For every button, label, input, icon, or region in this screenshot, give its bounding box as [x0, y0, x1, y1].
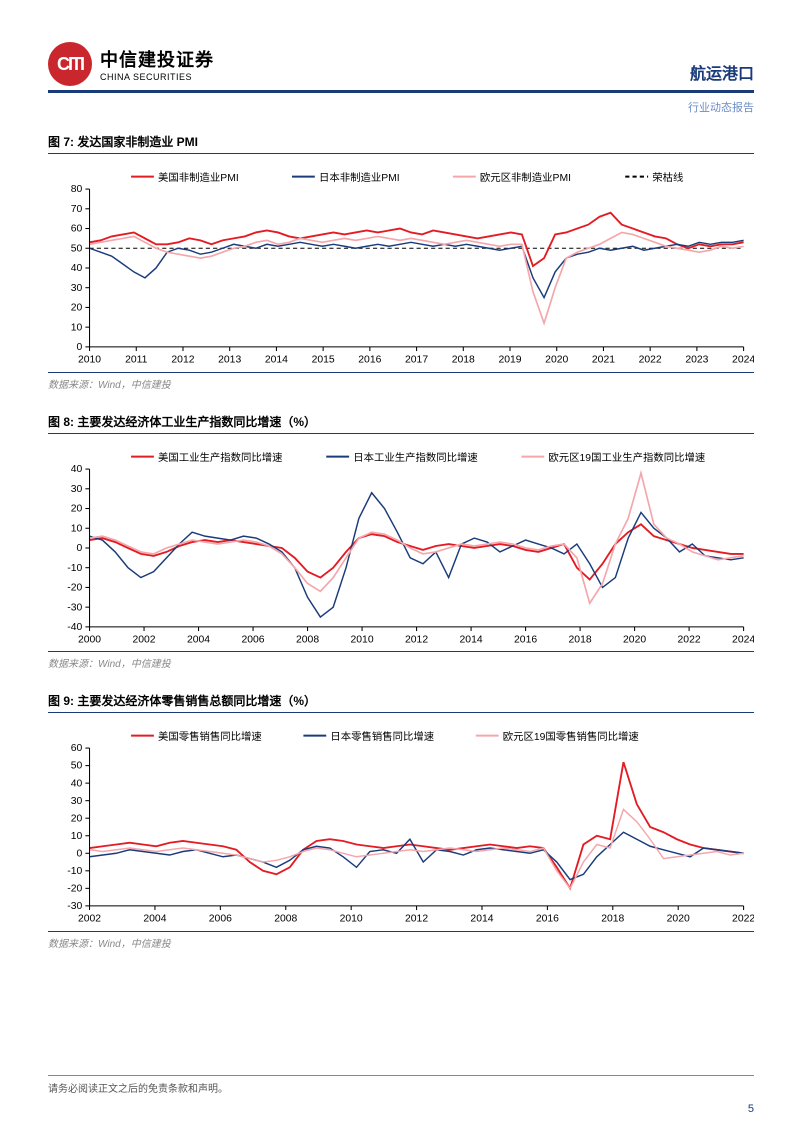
svg-text:2020: 2020 — [545, 354, 568, 365]
chart9-svg: -30 -20 -10 0 10 20 30 40 50 60 2002 2004 2006 2008 20… — [48, 719, 754, 927]
chart8-block: 图 8: 主要发达经济体工业生产指数同比增速（%） -40 -30 -20 -10 0 10… — [48, 413, 754, 671]
svg-text:2024: 2024 — [732, 634, 754, 645]
svg-text:2018: 2018 — [569, 634, 592, 645]
svg-text:30: 30 — [71, 484, 83, 495]
svg-text:-30: -30 — [67, 901, 82, 912]
svg-text:20: 20 — [71, 503, 83, 514]
svg-text:日本零售销售同比增速: 日本零售销售同比增速 — [330, 730, 434, 743]
chart9-title: 图 9: 主要发达经济体零售销售总额同比增速（%） — [48, 692, 754, 713]
svg-text:2013: 2013 — [218, 354, 241, 365]
svg-text:0: 0 — [76, 342, 82, 353]
svg-text:2002: 2002 — [78, 914, 101, 925]
svg-text:2012: 2012 — [171, 354, 194, 365]
svg-text:50: 50 — [71, 761, 83, 772]
svg-text:欧元区19国零售销售同比增速: 欧元区19国零售销售同比增速 — [503, 730, 639, 743]
svg-text:-10: -10 — [67, 866, 82, 877]
svg-text:2011: 2011 — [125, 354, 148, 365]
svg-text:2022: 2022 — [639, 354, 662, 365]
company-name-en: CHINA SECURITIES — [100, 72, 214, 82]
svg-text:0: 0 — [76, 543, 82, 554]
svg-text:60: 60 — [71, 224, 83, 235]
sector-label: 航运港口 — [690, 60, 754, 84]
svg-text:2020: 2020 — [623, 634, 646, 645]
svg-text:2014: 2014 — [265, 354, 288, 365]
svg-text:10: 10 — [71, 523, 83, 534]
svg-text:2014: 2014 — [470, 914, 493, 925]
chart8-svg: -40 -30 -20 -10 0 10 20 30 40 2000 2002 2004 2006 200… — [48, 440, 754, 648]
svg-text:-10: -10 — [67, 562, 82, 573]
page-header: CITI 中信建投证券 CHINA SECURITIES 航运港口 — [48, 42, 754, 93]
disclaimer-text: 请务必阅读正文之后的免责条款和声明。 — [48, 1075, 754, 1095]
svg-text:2002: 2002 — [132, 634, 155, 645]
svg-text:-30: -30 — [67, 602, 82, 613]
chart8-title: 图 8: 主要发达经济体工业生产指数同比增速（%） — [48, 413, 754, 434]
svg-text:50: 50 — [71, 243, 83, 254]
svg-text:60: 60 — [71, 743, 83, 754]
svg-text:美国非制造业PMI: 美国非制造业PMI — [158, 171, 239, 184]
svg-text:2024: 2024 — [732, 354, 754, 365]
svg-text:40: 40 — [71, 464, 83, 475]
svg-text:2015: 2015 — [312, 354, 335, 365]
svg-text:70: 70 — [71, 204, 83, 215]
svg-text:2010: 2010 — [78, 354, 101, 365]
svg-text:20: 20 — [71, 303, 83, 314]
svg-text:10: 10 — [71, 322, 83, 333]
svg-text:2021: 2021 — [592, 354, 615, 365]
svg-text:2004: 2004 — [187, 634, 210, 645]
svg-text:20: 20 — [71, 814, 83, 825]
svg-text:10: 10 — [71, 831, 83, 842]
svg-text:40: 40 — [71, 263, 83, 274]
svg-text:2023: 2023 — [685, 354, 708, 365]
svg-text:-20: -20 — [67, 582, 82, 593]
svg-text:2016: 2016 — [514, 634, 537, 645]
svg-text:2006: 2006 — [242, 634, 265, 645]
svg-text:日本工业生产指数同比增速: 日本工业生产指数同比增速 — [353, 450, 478, 463]
svg-text:荣枯线: 荣枯线 — [652, 171, 683, 184]
svg-text:2004: 2004 — [143, 914, 166, 925]
svg-text:0: 0 — [76, 849, 82, 860]
svg-text:30: 30 — [71, 796, 83, 807]
svg-text:日本非制造业PMI: 日本非制造业PMI — [319, 171, 400, 184]
svg-text:80: 80 — [71, 184, 83, 195]
chart7-block: 图 7: 发达国家非制造业 PMI 0 10 20 30 40 50 60 70 80 2010 20… — [48, 133, 754, 391]
svg-text:2008: 2008 — [296, 634, 319, 645]
svg-text:-40: -40 — [67, 622, 82, 633]
svg-text:2010: 2010 — [351, 634, 374, 645]
svg-text:2000: 2000 — [78, 634, 101, 645]
svg-text:30: 30 — [71, 283, 83, 294]
chart8-source: 数据来源：Wind，中信建投 — [48, 651, 754, 670]
page-number: 5 — [748, 1103, 754, 1115]
chart7-svg: 0 10 20 30 40 50 60 70 80 2010 2011 2012 2013 2014 201… — [48, 160, 754, 368]
svg-text:欧元区非制造业PMI: 欧元区非制造业PMI — [480, 171, 571, 184]
report-type: 行业动态报告 — [48, 99, 754, 115]
svg-text:2008: 2008 — [274, 914, 297, 925]
svg-text:2018: 2018 — [452, 354, 475, 365]
svg-text:欧元区19国工业生产指数同比增速: 欧元区19国工业生产指数同比增速 — [548, 450, 705, 463]
chart7-source: 数据来源：Wind，中信建投 — [48, 372, 754, 391]
svg-text:美国零售销售同比增速: 美国零售销售同比增速 — [158, 730, 262, 743]
svg-text:2018: 2018 — [601, 914, 624, 925]
svg-text:2016: 2016 — [536, 914, 559, 925]
chart9-block: 图 9: 主要发达经济体零售销售总额同比增速（%） -30 -20 -10 0 10 20 3… — [48, 692, 754, 950]
svg-text:2014: 2014 — [460, 634, 483, 645]
logo-icon: CITI — [48, 42, 92, 86]
svg-text:2022: 2022 — [678, 634, 701, 645]
svg-text:2017: 2017 — [405, 354, 428, 365]
svg-text:2012: 2012 — [405, 634, 428, 645]
svg-text:2019: 2019 — [498, 354, 521, 365]
company-logo: CITI 中信建投证券 CHINA SECURITIES — [48, 42, 214, 86]
svg-text:40: 40 — [71, 779, 83, 790]
chart7-title: 图 7: 发达国家非制造业 PMI — [48, 133, 754, 154]
chart9-source: 数据来源：Wind，中信建投 — [48, 931, 754, 950]
svg-text:2020: 2020 — [667, 914, 690, 925]
svg-text:2016: 2016 — [358, 354, 381, 365]
svg-text:美国工业生产指数同比增速: 美国工业生产指数同比增速 — [158, 450, 283, 463]
svg-text:2006: 2006 — [209, 914, 232, 925]
svg-text:2022: 2022 — [732, 914, 754, 925]
svg-text:-20: -20 — [67, 884, 82, 895]
svg-text:2012: 2012 — [405, 914, 428, 925]
svg-text:2010: 2010 — [340, 914, 363, 925]
company-name-cn: 中信建投证券 — [100, 46, 214, 72]
